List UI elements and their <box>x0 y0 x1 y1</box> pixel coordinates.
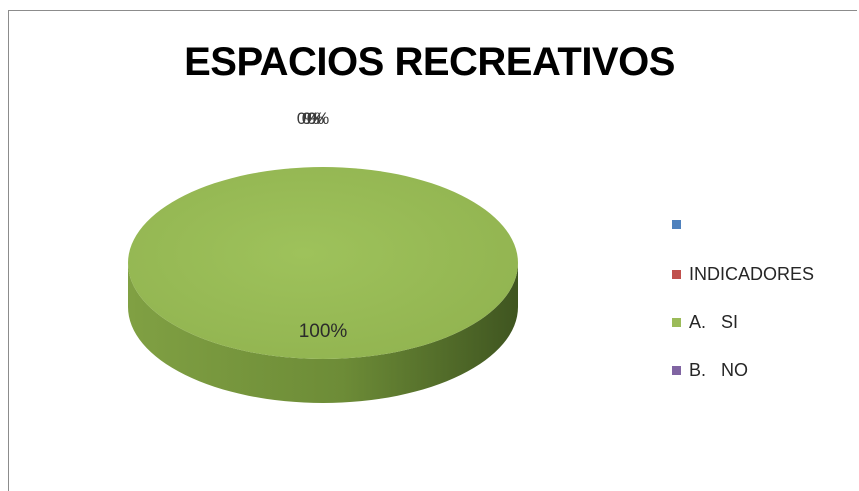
legend-label: INDICADORES <box>689 263 815 284</box>
data-label-1: 0% <box>302 109 324 128</box>
legend-item-2: A. SI <box>672 310 738 334</box>
legend-swatch <box>672 365 681 375</box>
legend-label: A. SI <box>689 311 739 332</box>
legend-item-0 <box>672 212 689 236</box>
legend-label: B. NO <box>689 359 749 380</box>
data-label-0: 0% <box>297 109 319 128</box>
legend-item-1: INDICADORES <box>672 262 814 286</box>
pie-slice-2 <box>128 167 518 359</box>
data-label-3: 0% <box>307 109 329 128</box>
legend-swatch <box>672 219 681 229</box>
legend-swatch <box>672 317 681 327</box>
legend-item-3: B. NO <box>672 358 748 382</box>
data-label-2: 100% <box>299 321 348 342</box>
pie-slice-side <box>128 263 518 403</box>
legend-swatch <box>672 269 681 279</box>
chart-title: ESPACIOS RECREATIVOS <box>184 40 675 84</box>
